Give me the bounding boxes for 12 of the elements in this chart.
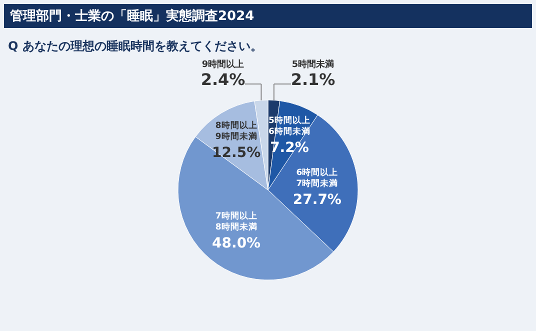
data-label: 27.7% xyxy=(292,192,342,208)
slice-label: 8時間以上 9時間未満 xyxy=(215,120,258,142)
slice-label: 5時間未満 xyxy=(292,59,334,70)
slice-label: 9時間以上 xyxy=(202,59,244,70)
data-label: 12.5% xyxy=(212,145,261,162)
chart-title: 管理部門・士業の「睡眠」実態調査2024 xyxy=(9,8,254,24)
data-label: 2.4% xyxy=(200,70,246,89)
slice-label: 7時間以上 8時間未満 xyxy=(215,210,258,233)
data-label: 2.1% xyxy=(290,70,336,89)
data-label: 48.0% xyxy=(212,236,261,252)
chart-subtitle: Q あなたの理想の睡眠時間を教えてください。 xyxy=(8,39,262,53)
slice-label: 6時間以上 7時間未満 xyxy=(296,166,338,189)
